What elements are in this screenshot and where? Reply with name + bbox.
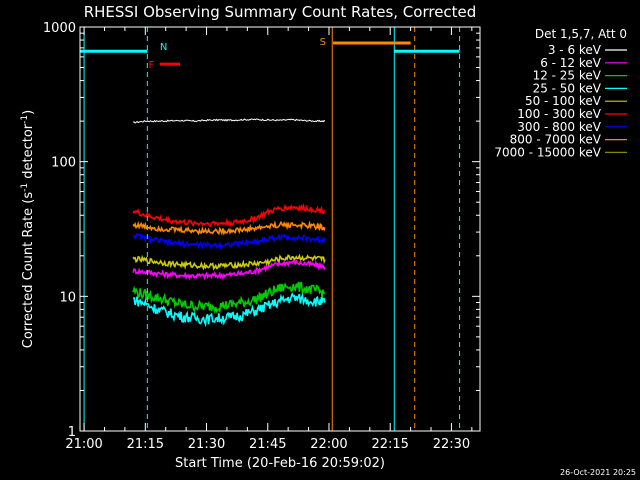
- y-axis-label-end: ): [21, 110, 36, 115]
- x-tick-label: 21:00: [65, 437, 102, 452]
- series-line: [132, 291, 326, 328]
- flag-label: F: [149, 60, 155, 71]
- series-line: [132, 258, 326, 281]
- series-line: [132, 281, 326, 315]
- x-tick-label: 22:00: [310, 437, 347, 452]
- chart-title: RHESSI Observing Summary Count Rates, Co…: [84, 3, 477, 21]
- plot-timestamp: 26-Oct-2021 20:25: [560, 468, 636, 477]
- legend-label: 25 - 50 keV: [533, 81, 602, 95]
- y-axis-label-main: Corrected Count Rate (s: [21, 192, 36, 349]
- y-axis-label-sup2: -1: [20, 115, 30, 124]
- x-tick-label: 22:15: [371, 437, 408, 452]
- series-line: [132, 253, 326, 271]
- series-line: [132, 232, 326, 251]
- series-3-6-kev: [133, 118, 326, 124]
- y-tick-label: 1000: [43, 21, 76, 36]
- x-tick-label: 22:30: [433, 437, 470, 452]
- x-tick-label: 21:15: [127, 437, 164, 452]
- legend-label: 300 - 800 keV: [517, 120, 601, 134]
- x-tick-label: 21:45: [249, 437, 286, 452]
- y-axis-label-mid: detector: [21, 123, 36, 183]
- legend-label: 800 - 7000 keV: [510, 133, 602, 147]
- series-25-50-kev: [132, 291, 326, 328]
- series-12-25-kev: [132, 281, 326, 315]
- y-axis-label: Corrected Count Rate (s-1 detector-1): [20, 110, 36, 348]
- series-line: [133, 118, 326, 124]
- y-tick-label: 100: [51, 156, 76, 171]
- x-tick-label: 21:30: [188, 437, 225, 452]
- legend-label: 50 - 100 keV: [525, 94, 602, 108]
- flag-label: S: [320, 37, 326, 48]
- flag-label: N: [160, 42, 167, 53]
- series-line: [132, 202, 326, 228]
- plot-frame: [79, 26, 481, 432]
- y-axis-label-sup1: -1: [20, 183, 30, 192]
- y-tick-label: 1: [68, 425, 76, 440]
- legend-label: 100 - 300 keV: [517, 107, 601, 121]
- series-50-100-kev: [132, 253, 326, 271]
- x-axis-label: Start Time (20-Feb-16 20:59:02): [175, 456, 385, 471]
- legend-label: 3 - 6 keV: [548, 43, 602, 57]
- legend-label: 6 - 12 keV: [540, 56, 602, 70]
- legend-label: 7000 - 15000 keV: [494, 145, 601, 159]
- series-line: [132, 220, 326, 236]
- series-800-7000-kev: [132, 220, 326, 236]
- y-tick-label: 10: [59, 290, 76, 305]
- series-100-300-kev: [132, 202, 326, 228]
- series-300-800-kev: [132, 232, 326, 251]
- series-6-12-kev: [132, 258, 326, 281]
- legend-label: 12 - 25 keV: [533, 69, 602, 83]
- legend-header: Det 1,5,7, Att 0: [535, 27, 627, 41]
